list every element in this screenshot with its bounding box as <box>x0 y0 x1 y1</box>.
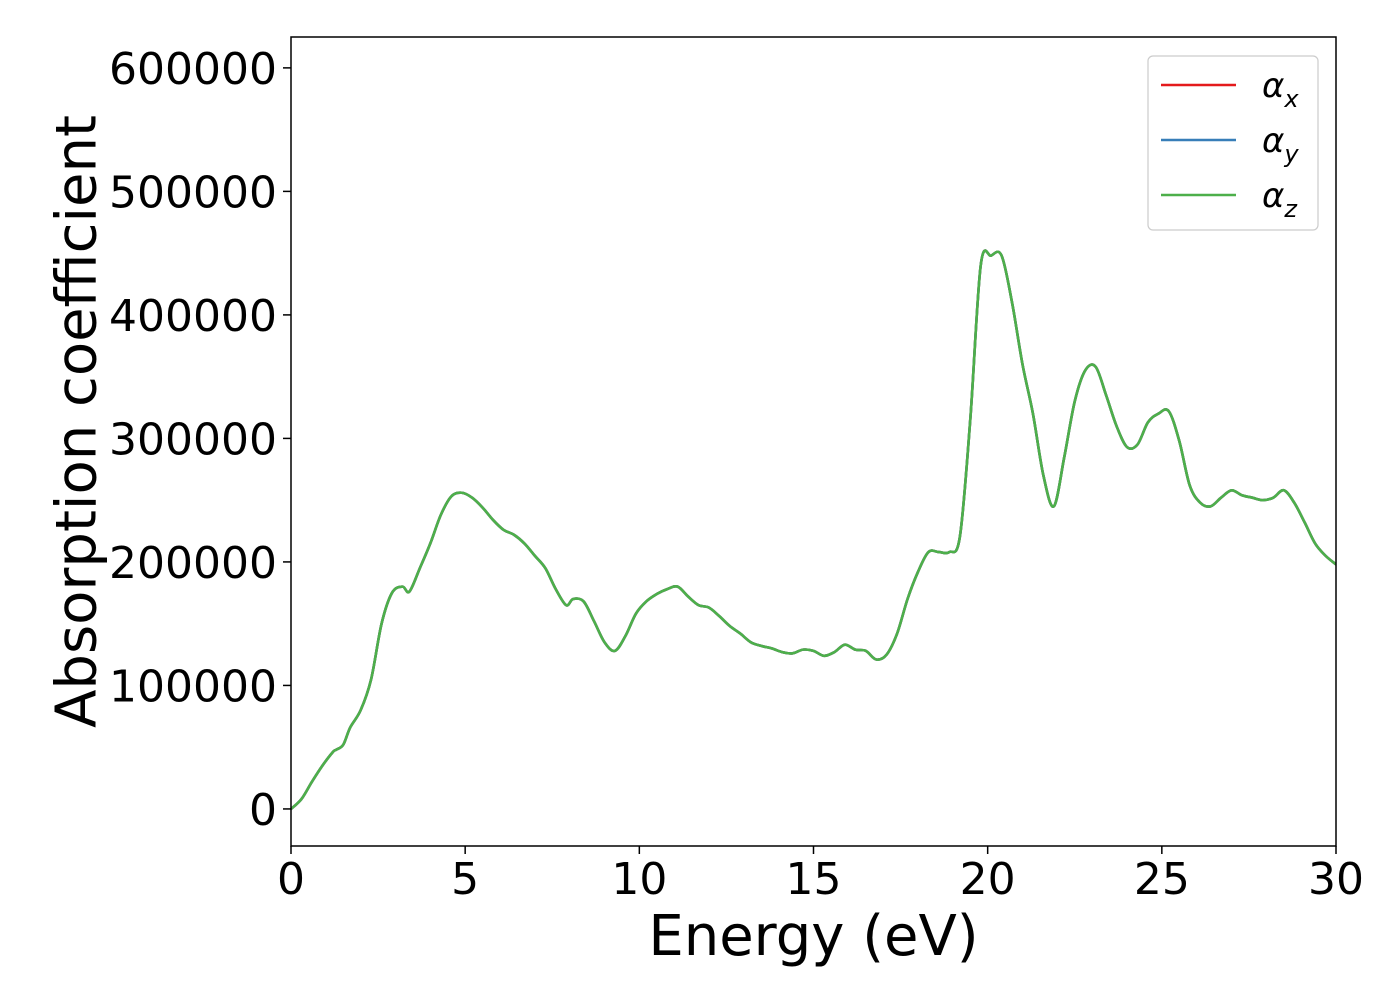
legend: αx αy αz <box>1147 55 1319 231</box>
x-axis-title: Energy (eV) <box>648 904 978 969</box>
y-tick-label: 600000 <box>109 44 277 95</box>
x-tick-label: 0 <box>277 854 305 905</box>
x-tick-label: 10 <box>611 854 667 905</box>
y-axis-title: Absorption coefficient <box>45 115 110 728</box>
x-tick-label: 30 <box>1308 854 1364 905</box>
y-tick-label: 0 <box>249 785 277 836</box>
y-tick-label: 500000 <box>109 167 277 218</box>
legend-label-z: αz <box>1262 176 1298 223</box>
x-tick-label: 20 <box>960 854 1016 905</box>
x-tick-label: 5 <box>451 854 479 905</box>
legend-label-x: αx <box>1262 66 1299 113</box>
series-layer <box>291 249 1336 811</box>
y-tick-label: 300000 <box>109 414 277 465</box>
series-line-z <box>291 249 1336 811</box>
y-tick-label: 200000 <box>109 538 277 589</box>
x-tick-label: 25 <box>1134 854 1190 905</box>
y-tick-label: 400000 <box>109 291 277 342</box>
y-tick-label: 100000 <box>109 661 277 712</box>
series-line-y <box>291 249 1336 811</box>
x-tick-label: 15 <box>786 854 842 905</box>
series-line-x <box>291 249 1336 811</box>
legend-box <box>1147 55 1319 231</box>
ticks-layer: 0 5 10 15 20 25 30 0 100000 200000 300000 400000 500… <box>109 44 1364 905</box>
legend-label-y: αy <box>1262 121 1299 168</box>
